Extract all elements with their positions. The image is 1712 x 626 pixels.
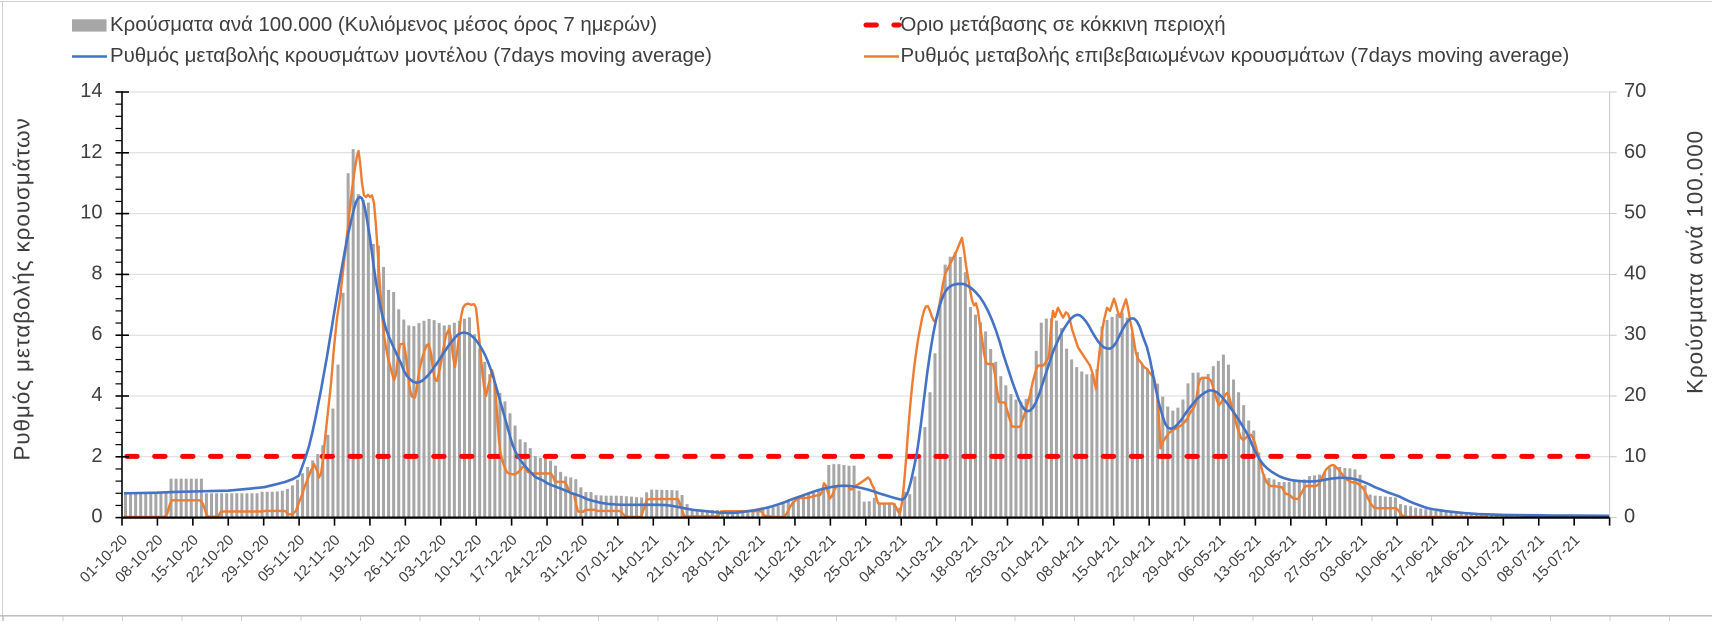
svg-text:0: 0 <box>1624 506 1635 528</box>
svg-text:30: 30 <box>1624 323 1646 345</box>
svg-text:14: 14 <box>80 80 102 102</box>
svg-text:70: 70 <box>1624 80 1646 102</box>
svg-text:4: 4 <box>91 384 102 406</box>
svg-text:40: 40 <box>1624 262 1646 284</box>
svg-text:6: 6 <box>91 323 102 345</box>
svg-text:8: 8 <box>91 262 102 284</box>
svg-text:50: 50 <box>1624 202 1646 224</box>
svg-text:10: 10 <box>1624 445 1646 467</box>
svg-text:10: 10 <box>80 202 102 224</box>
svg-text:Ρυθμός μεταβολής κρουσμάτων: Ρυθμός μεταβολής κρουσμάτων <box>10 117 35 460</box>
svg-text:Όριο μετάβασης σε κόκκινη περι: Όριο μετάβασης σε κόκκινη περιοχή <box>900 14 1226 36</box>
svg-text:Κρούσματα ανά 100.000 (Κυλιόμε: Κρούσματα ανά 100.000 (Κυλιόμενος μέσος … <box>110 14 657 36</box>
svg-text:2: 2 <box>91 445 102 467</box>
svg-text:Κρούσματα ανά 100.000: Κρούσματα ανά 100.000 <box>1683 130 1708 394</box>
svg-text:20: 20 <box>1624 384 1646 406</box>
svg-text:Ρυθμός μεταβολής κρουσμάτων μο: Ρυθμός μεταβολής κρουσμάτων μοντέλου (7d… <box>110 45 712 67</box>
svg-text:0: 0 <box>91 506 102 528</box>
svg-text:12: 12 <box>80 141 102 163</box>
svg-text:Ρυθμός μεταβολής επιβεβαιωμένω: Ρυθμός μεταβολής επιβεβαιωμένων κρουσμάτ… <box>901 45 1570 67</box>
svg-text:60: 60 <box>1624 141 1646 163</box>
